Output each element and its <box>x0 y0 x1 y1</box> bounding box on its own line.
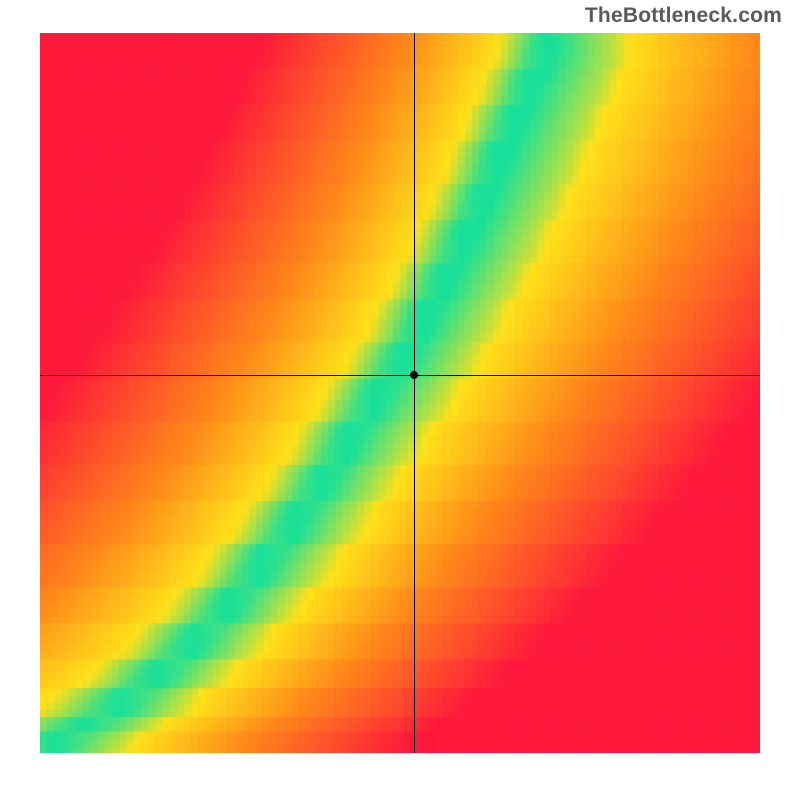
crosshair-vertical <box>414 33 415 753</box>
heatmap-plot <box>40 33 760 753</box>
crosshair-horizontal <box>40 375 760 376</box>
crosshair-marker-dot <box>410 371 418 379</box>
heatmap-canvas <box>40 33 760 753</box>
watermark-text: TheBottleneck.com <box>585 4 782 28</box>
